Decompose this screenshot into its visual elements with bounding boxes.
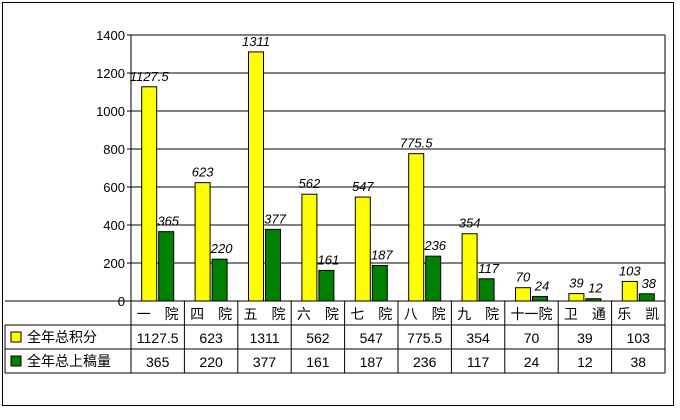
bar-score-7 bbox=[515, 287, 531, 302]
data-label: 187 bbox=[371, 247, 393, 262]
data-label: 24 bbox=[534, 278, 549, 293]
bar-score-4 bbox=[354, 196, 371, 302]
table-cell: 377 bbox=[253, 354, 277, 370]
data-label: 236 bbox=[423, 238, 446, 253]
data-label: 70 bbox=[516, 270, 531, 285]
x-category-label: 乐 凯 bbox=[617, 307, 659, 323]
table-cell: 220 bbox=[199, 354, 223, 370]
y-tick-label: 200 bbox=[103, 256, 125, 271]
data-label: 365 bbox=[157, 214, 179, 229]
data-label: 354 bbox=[459, 216, 481, 231]
data-label: 1311 bbox=[242, 34, 270, 49]
bar-score-3 bbox=[301, 193, 318, 302]
bar-count-6 bbox=[478, 278, 495, 302]
x-category-label: 四 院 bbox=[190, 307, 232, 323]
table-cell: 38 bbox=[631, 354, 647, 370]
table-cell: 70 bbox=[524, 330, 540, 346]
bar-score-2 bbox=[248, 51, 264, 302]
bar-chart: 02004006008001000120014001127.5623131156… bbox=[4, 28, 666, 374]
table-cell: 39 bbox=[577, 330, 593, 346]
x-category-label: 七 院 bbox=[350, 307, 392, 323]
table-cell: 236 bbox=[413, 354, 437, 370]
x-category-label: 八 院 bbox=[404, 307, 446, 323]
y-tick-label: 600 bbox=[103, 180, 125, 195]
bar-count-1 bbox=[211, 258, 228, 302]
table-cell: 12 bbox=[577, 354, 593, 370]
x-category-label: 一 院 bbox=[137, 307, 179, 323]
x-category-label: 十一院 bbox=[511, 307, 553, 323]
legend-key-score bbox=[10, 331, 22, 343]
data-label: 1127.5 bbox=[130, 69, 170, 84]
data-label: 12 bbox=[588, 281, 603, 296]
data-label: 117 bbox=[478, 261, 499, 276]
data-label: 547 bbox=[352, 179, 374, 194]
table-cell: 187 bbox=[360, 354, 384, 370]
table-cell: 354 bbox=[466, 330, 490, 346]
data-label: 562 bbox=[299, 176, 321, 191]
legend-key-count bbox=[10, 355, 22, 367]
bar-score-1 bbox=[194, 182, 211, 302]
table-cell: 365 bbox=[146, 354, 170, 370]
legend-label: 全年总积分 bbox=[27, 329, 97, 346]
table-cell: 775.5 bbox=[407, 330, 442, 346]
table-cell: 103 bbox=[627, 330, 651, 346]
bar-score-9 bbox=[621, 280, 638, 302]
bar-count-3 bbox=[318, 269, 335, 302]
x-category-label: 九 院 bbox=[457, 307, 499, 323]
table-cell: 117 bbox=[467, 354, 490, 370]
data-label: 377 bbox=[264, 211, 286, 226]
x-category-label: 六 院 bbox=[297, 307, 339, 323]
table-cell: 1127.5 bbox=[137, 330, 179, 346]
bar-count-7 bbox=[532, 295, 548, 302]
y-tick-label: 1200 bbox=[96, 66, 125, 81]
y-tick-label: 800 bbox=[103, 142, 125, 157]
table-cell: 562 bbox=[306, 330, 330, 346]
legend-label: 全年总上稿量 bbox=[27, 353, 111, 370]
y-tick-label: 1400 bbox=[96, 28, 125, 43]
data-label: 38 bbox=[642, 276, 657, 291]
bar-count-5 bbox=[425, 255, 442, 302]
table-cell: 547 bbox=[360, 330, 384, 346]
table-cell: 623 bbox=[199, 330, 223, 346]
table-cell: 24 bbox=[524, 354, 540, 370]
bar-count-4 bbox=[371, 264, 388, 302]
x-category-label: 五 院 bbox=[244, 307, 286, 323]
data-label: 623 bbox=[192, 165, 214, 180]
data-label: 103 bbox=[619, 263, 641, 278]
data-label: 161 bbox=[318, 252, 340, 267]
bar-count-9 bbox=[638, 293, 655, 302]
bar-count-0 bbox=[158, 231, 175, 302]
data-label: 39 bbox=[569, 276, 583, 291]
bar-count-2 bbox=[265, 228, 281, 302]
bar-score-8 bbox=[568, 293, 585, 302]
data-label: 220 bbox=[210, 241, 233, 256]
table-cell: 1311 bbox=[249, 330, 279, 346]
x-category-label: 卫 通 bbox=[564, 307, 606, 323]
y-tick-label: 1000 bbox=[96, 104, 125, 119]
bar-score-6 bbox=[461, 233, 478, 302]
bar-score-0 bbox=[141, 86, 158, 302]
table-cell: 161 bbox=[306, 354, 330, 370]
y-tick-label: 400 bbox=[103, 218, 125, 233]
bar-score-5 bbox=[408, 153, 425, 302]
chart-frame: 02004006008001000120014001127.5623131156… bbox=[2, 2, 674, 406]
data-label: 775.5 bbox=[400, 136, 433, 151]
